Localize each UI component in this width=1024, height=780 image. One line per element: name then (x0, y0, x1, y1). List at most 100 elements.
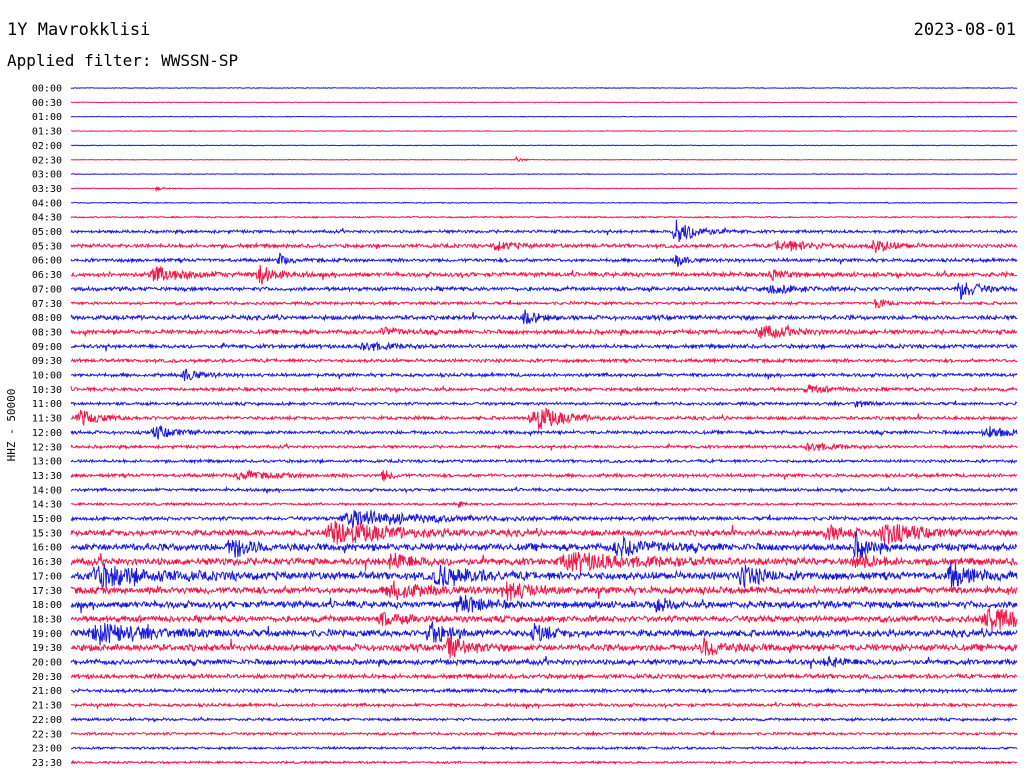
trace-row (70, 407, 1018, 430)
trace-row (70, 264, 1018, 285)
trace-row (70, 384, 1018, 394)
trace-row (70, 340, 1018, 352)
trace-row (70, 730, 1018, 737)
trace-row (71, 144, 1018, 147)
trace-row (70, 620, 1018, 646)
row-label: 22:00 (32, 715, 62, 726)
row-label: 01:00 (32, 112, 62, 123)
row-label: 04:00 (32, 198, 62, 209)
trace-row (70, 115, 1018, 118)
row-label: 05:30 (32, 241, 62, 252)
station-title: 1Y Mavrokklisi (7, 20, 151, 40)
trace-row (70, 201, 1018, 205)
trace-row (70, 324, 1018, 339)
trace-row (70, 215, 1018, 220)
row-label: 18:30 (32, 614, 62, 625)
row-label: 12:30 (32, 442, 62, 453)
trace-row (70, 561, 1018, 591)
row-label: 13:30 (32, 471, 62, 482)
trace-row (70, 672, 1018, 681)
row-label: 16:00 (32, 543, 62, 554)
trace-row (70, 701, 1018, 710)
row-label: 09:00 (32, 342, 62, 353)
row-label: 06:30 (32, 270, 62, 281)
row-label: 23:00 (32, 744, 62, 755)
row-label: 08:30 (32, 327, 62, 338)
row-label: 11:00 (32, 399, 62, 410)
trace-row (70, 655, 1018, 669)
row-label: 19:00 (32, 629, 62, 640)
row-label: 20:30 (32, 672, 62, 683)
row-label: 00:00 (32, 84, 62, 95)
row-label: 21:00 (32, 686, 62, 697)
trace-row (70, 687, 1018, 695)
row-label: 08:00 (32, 313, 62, 324)
row-label: 01:30 (32, 127, 62, 138)
trace-row (70, 155, 1018, 163)
row-label: 15:30 (32, 528, 62, 539)
trace-row (70, 716, 1018, 723)
row-label: 20:00 (32, 658, 62, 669)
y-axis-label: HHZ - 50000 (5, 389, 18, 462)
trace-row (70, 240, 1018, 254)
row-label: 18:00 (32, 600, 62, 611)
row-label: 11:30 (32, 414, 62, 425)
row-label: 21:30 (32, 701, 62, 712)
trace-row (70, 636, 1018, 659)
row-label: 02:00 (32, 141, 62, 152)
row-label: 22:30 (32, 729, 62, 740)
row-label: 06:00 (32, 256, 62, 267)
trace-row (70, 551, 1018, 573)
trace-row (70, 531, 1018, 560)
row-label: 02:30 (32, 155, 62, 166)
row-label: 12:00 (32, 428, 62, 439)
trace-row (70, 485, 1018, 494)
row-label: 23:30 (32, 758, 62, 769)
trace-row (70, 594, 1018, 614)
row-label: 09:30 (32, 356, 62, 367)
row-label: 07:00 (32, 284, 62, 295)
row-label: 03:30 (32, 184, 62, 195)
trace-row (70, 469, 1018, 482)
trace-row (70, 501, 1018, 508)
trace-row (70, 368, 1018, 382)
trace-row (70, 86, 1018, 90)
trace-row (70, 298, 1018, 309)
trace-row (70, 759, 1017, 766)
trace-row (70, 442, 1018, 452)
row-label: 07:30 (32, 299, 62, 310)
row-label: 17:30 (32, 586, 62, 597)
trace-row (70, 186, 1018, 193)
trace-row (70, 608, 1018, 631)
trace-row (70, 309, 1018, 325)
trace-row (70, 399, 1018, 408)
row-label: 10:30 (32, 385, 62, 396)
row-label: 00:30 (32, 98, 62, 109)
trace-row (70, 252, 1018, 268)
filter-label: Applied filter: WWSSN-SP (7, 51, 239, 70)
row-label: 04:30 (32, 213, 62, 224)
trace-row (70, 520, 1018, 545)
trace-row (70, 580, 1018, 601)
trace-row (70, 172, 1018, 176)
trace-row (70, 219, 1018, 243)
row-label: 13:00 (32, 457, 62, 468)
date-label: 2023-08-01 (913, 20, 1016, 40)
row-label: 14:00 (32, 485, 62, 496)
row-label: 16:30 (32, 557, 62, 568)
row-label: 10:00 (32, 371, 62, 382)
trace-row (71, 745, 1018, 751)
trace-row (70, 356, 1018, 365)
trace-row (70, 101, 1018, 104)
trace-row (70, 510, 1018, 528)
trace-row (70, 282, 1018, 301)
row-label: 05:00 (32, 227, 62, 238)
row-label: 15:00 (32, 514, 62, 525)
row-label: 17:00 (32, 571, 62, 582)
trace-row (70, 129, 1018, 133)
trace-row (70, 457, 1018, 465)
row-label: 03:00 (32, 170, 62, 181)
row-label: 19:30 (32, 643, 62, 654)
trace-row (70, 424, 1018, 440)
